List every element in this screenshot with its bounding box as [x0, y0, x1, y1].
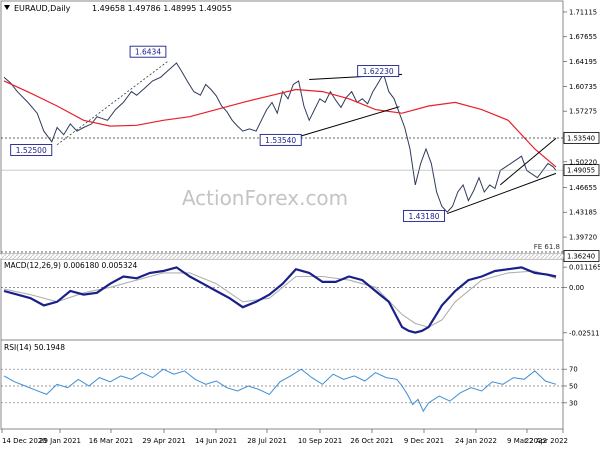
- instrument-label: EURAUD,Daily: [14, 4, 71, 13]
- macd-signal-line: [3, 270, 557, 328]
- macd-panel-frame: [0, 258, 564, 341]
- macd-y-tick-label: 0.011165: [569, 264, 600, 272]
- price-y-tick-label: 1.67655: [569, 33, 597, 41]
- annotation-label: 1.6434: [135, 48, 161, 57]
- x-tick-label: 24 Jan 2022: [455, 437, 497, 445]
- price-layer: 1.6434 1.52500 1.53540 1.62230 1.43180 FE 61.…: [1, 45, 563, 253]
- fe-label: FE 61.8: [534, 243, 560, 251]
- rising-support-line: [447, 172, 557, 215]
- price-y-tick-label: 1.57275: [569, 108, 597, 116]
- x-tick-label: 10 Sep 2021: [298, 437, 342, 445]
- rsi-layer: [1, 368, 563, 413]
- axis-layer: 1.711151.676551.641951.607351.572751.538…: [1, 8, 600, 445]
- price-line: [3, 62, 557, 213]
- macd-layer: [1, 266, 563, 334]
- rsi-y-tick-label: 70: [569, 366, 578, 374]
- dotted-trend-line: [56, 60, 169, 146]
- x-tick-label: 22 Apr 2022: [525, 437, 568, 445]
- lower-channel-line: [295, 106, 400, 139]
- annotation-box: [259, 133, 302, 146]
- rsi-panel-frame: [0, 339, 564, 430]
- rsi-title: RSI(14) 50.1948: [4, 343, 65, 352]
- x-tick-label: 16 Mar 2021: [89, 437, 133, 445]
- price-y-tick-label: 1.71115: [569, 8, 597, 16]
- ohlc-values: 1.49658 1.49786 1.48995 1.49055: [92, 4, 232, 13]
- x-tick-label: 28 Jul 2021: [247, 437, 287, 445]
- annotation-box: [357, 65, 400, 78]
- x-tick-label: 29 Jan 2021: [39, 437, 81, 445]
- x-tick-label: 9 Mar 2022: [507, 437, 547, 445]
- price-y-tick-label: 1.50220: [569, 158, 597, 166]
- macd-y-tick-label: 0.00: [569, 284, 584, 292]
- price-panel-frame: [0, 0, 564, 255]
- x-tick-label: 29 Apr 2021: [142, 437, 185, 445]
- dropdown-arrow-icon[interactable]: [4, 5, 10, 10]
- price-y-tick-label: 1.43185: [569, 209, 597, 217]
- price-tag-box: [563, 250, 600, 262]
- annotation-box: [10, 143, 53, 156]
- rsi-y-tick-label: 30: [569, 399, 578, 407]
- rsi-line: [3, 368, 557, 413]
- price-tag-box: [563, 132, 600, 144]
- x-tick-label: 9 Dec 2021: [404, 437, 444, 445]
- annotation-label: 1.43180: [408, 212, 439, 221]
- price-tag-label: 1.53540: [567, 134, 595, 142]
- rsi-y-tick-label: 50: [569, 383, 578, 391]
- x-tick-label: 14 Dec 2020: [2, 437, 47, 445]
- annotation-label: 1.62230: [363, 67, 394, 76]
- price-y-tick-label: 1.39720: [569, 234, 597, 242]
- rising-resistance-line: [499, 137, 557, 186]
- annotation-box: [129, 45, 167, 58]
- watermark: ActionForex.com: [182, 186, 348, 210]
- price-y-tick-label: 1.46655: [569, 184, 597, 192]
- macd-line: [3, 266, 557, 334]
- moving-average-line: [3, 80, 557, 168]
- x-tick-label: 14 Jun 2021: [195, 437, 237, 445]
- price-tag-label: 1.36240: [567, 253, 595, 261]
- price-tag-label: 1.49055: [567, 167, 595, 175]
- annotation-label: 1.52500: [16, 146, 47, 155]
- price-tag-box: [563, 164, 600, 177]
- panel-divider: [1, 254, 563, 259]
- price-y-tick-label: 1.60735: [569, 83, 597, 91]
- annotation-label: 1.53540: [265, 136, 296, 145]
- macd-title: MACD(12,26,9) 0.006180 0.005324: [4, 261, 138, 270]
- annotation-box: [402, 209, 445, 222]
- x-tick-label: 26 Oct 2021: [350, 437, 393, 445]
- price-y-tick-label: 1.64195: [569, 58, 597, 66]
